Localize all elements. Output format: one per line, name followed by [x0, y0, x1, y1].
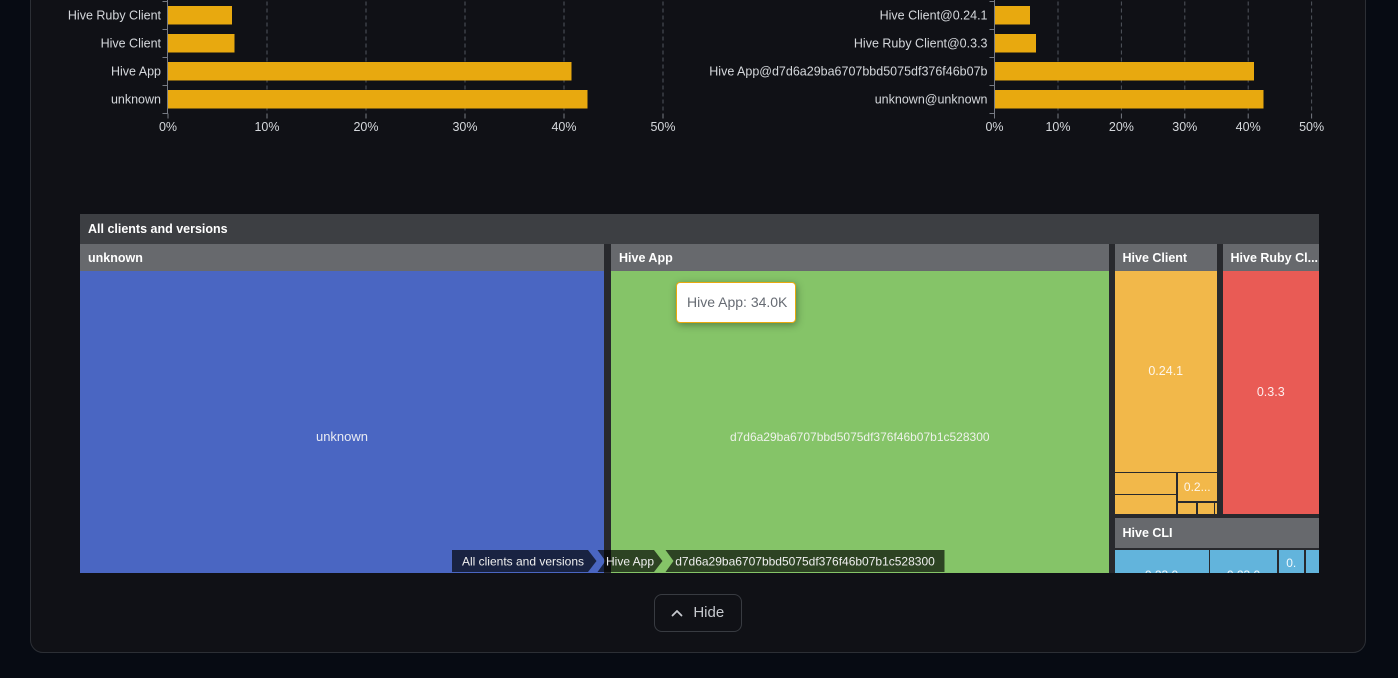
svg-text:20%: 20%: [353, 120, 378, 134]
svg-text:40%: 40%: [1236, 120, 1261, 134]
svg-text:d7d6a29ba6707bbd5075df376f46b0: d7d6a29ba6707bbd5075df376f46b07b1c528300: [675, 555, 935, 569]
svg-text:Hive Ruby Client: Hive Ruby Client: [68, 9, 162, 23]
svg-text:Hive Client: Hive Client: [101, 37, 162, 51]
svg-text:50%: 50%: [1299, 120, 1324, 134]
svg-text:30%: 30%: [452, 120, 477, 134]
svg-text:0%: 0%: [159, 120, 177, 134]
svg-text:All clients and versions: All clients and versions: [462, 555, 584, 569]
svg-text:10%: 10%: [254, 120, 279, 134]
svg-text:Hive Client@0.24.1: Hive Client@0.24.1: [880, 9, 988, 23]
svg-text:Hive App: Hive App: [111, 65, 161, 79]
svg-text:50%: 50%: [650, 120, 675, 134]
svg-text:0%: 0%: [985, 120, 1003, 134]
svg-text:40%: 40%: [551, 120, 576, 134]
svg-text:Hive Ruby Client@0.3.3: Hive Ruby Client@0.3.3: [854, 37, 988, 51]
svg-text:unknown: unknown: [111, 93, 161, 107]
svg-text:unknown@unknown: unknown@unknown: [875, 93, 988, 107]
svg-text:30%: 30%: [1172, 120, 1197, 134]
svg-text:Hive App@d7d6a29ba6707bbd5075d: Hive App@d7d6a29ba6707bbd5075df376f46b07…: [709, 65, 987, 79]
svg-text:20%: 20%: [1109, 120, 1134, 134]
svg-text:Hive App: Hive App: [606, 555, 654, 569]
svg-text:10%: 10%: [1045, 120, 1070, 134]
